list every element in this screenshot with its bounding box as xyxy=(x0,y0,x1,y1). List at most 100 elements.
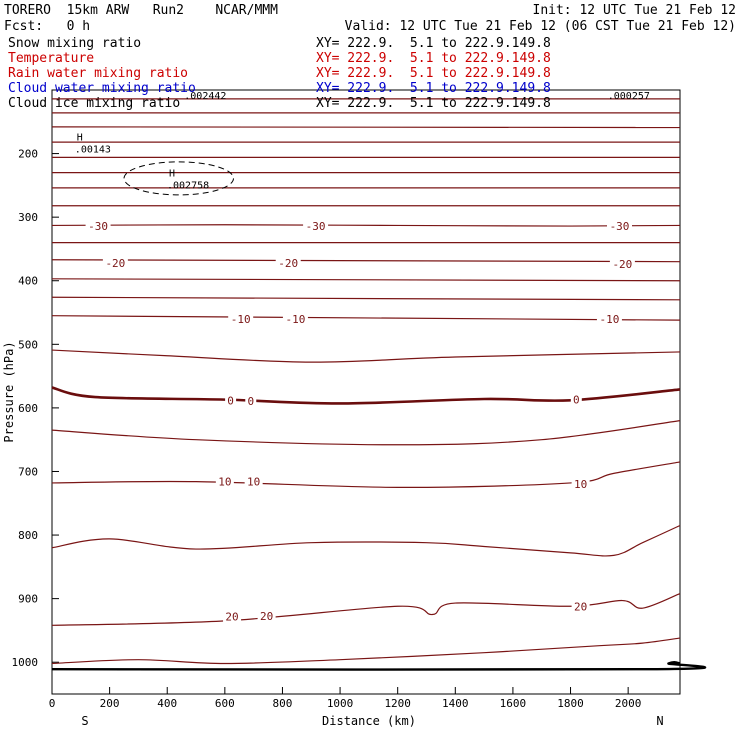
temp-contour--42 xyxy=(51,126,681,129)
contour-label-bg-16 xyxy=(257,609,276,622)
temp-contour--6 xyxy=(51,637,681,665)
contour-label-7: -10 xyxy=(285,313,305,326)
y-tick-label-500: 500 xyxy=(18,338,38,351)
legend-xy-cloud-water: XY= 222.9. 5.1 to 222.9.149.8 xyxy=(316,81,551,96)
surface-line xyxy=(51,661,707,671)
contour-label-bg-1 xyxy=(303,220,329,233)
x-tick-label-800: 800 xyxy=(273,697,293,710)
temp-contour--12 xyxy=(51,461,681,488)
temp-contour--10 xyxy=(51,524,681,557)
contour-label-12: 10 xyxy=(218,476,231,489)
x-tick-label-2000: 2000 xyxy=(615,697,642,710)
x-tick-label-200: 200 xyxy=(100,697,120,710)
y-tick-label-300: 300 xyxy=(18,211,38,224)
header-init: Init: 12 UTC Tue 21 Feb 12 xyxy=(533,3,737,18)
y-tick-label-900: 900 xyxy=(18,593,38,606)
temp-contour--30 xyxy=(51,224,681,227)
contour-label-6: -10 xyxy=(231,313,251,326)
contour-label-1: -30 xyxy=(306,220,326,233)
axes-layer: 0 200 400 600 800 1000 1200 1400 1600 1800 2000200… xyxy=(12,148,642,710)
y-axis-title: Pressure (hPa) xyxy=(2,341,16,442)
contour-label-bg-5 xyxy=(609,258,635,271)
legend-label-temperature: Temperature xyxy=(8,51,94,66)
legend-label-cloud-ice: Cloud ice mixing ratio xyxy=(8,96,180,111)
temp-contour--18 xyxy=(51,349,681,363)
extremum-mark-0: H xyxy=(77,132,83,143)
contour-lines xyxy=(51,98,707,671)
endpoint-right: N xyxy=(656,714,663,728)
contour-label-9: 0 xyxy=(227,394,234,407)
legend-label-snow: Snow mixing ratio xyxy=(8,36,141,51)
contour-label-bg-3 xyxy=(102,256,128,269)
legend-xy-snow: XY= 222.9. 5.1 to 222.9.149.8 xyxy=(316,36,551,51)
contour-label-bg-6 xyxy=(228,312,254,325)
contour-label-bg-10 xyxy=(245,394,257,407)
contour-label-bg-0 xyxy=(85,220,111,233)
contour-label-11: 0 xyxy=(573,394,580,407)
contour-label-10: 0 xyxy=(247,395,254,408)
header-fcst: Fcst: 0 h xyxy=(4,19,90,34)
endpoint-left: S xyxy=(81,714,88,728)
temp-contour--24 xyxy=(51,278,681,282)
x-tick-label-400: 400 xyxy=(157,697,177,710)
extremum-value-1: .002758 xyxy=(167,181,209,192)
x-tick-label-1600: 1600 xyxy=(500,697,527,710)
freezing-level-line xyxy=(51,386,681,405)
y-tick-label-700: 700 xyxy=(18,465,38,478)
x-tick-label-1200: 1200 xyxy=(384,697,411,710)
header-valid: Valid: 12 UTC Tue 21 Feb 12 (06 CST Tue … xyxy=(345,19,736,34)
contour-label-4: -20 xyxy=(278,257,298,270)
y-tick-label-1000: 1000 xyxy=(12,656,39,669)
x-tick-label-1800: 1800 xyxy=(557,697,584,710)
contour-label-bg-11 xyxy=(570,393,582,406)
temp-contour--20 xyxy=(51,315,681,321)
header-model: TORERO 15km ARW Run2 NCAR/MMM xyxy=(4,3,278,18)
legend-label-cloud-water: Cloud water mixing ratio xyxy=(8,81,196,96)
x-tick-label-1400: 1400 xyxy=(442,697,469,710)
contour-label-bg-4 xyxy=(275,256,301,269)
contour-label-bg-13 xyxy=(244,475,263,488)
legend: Snow mixing ratio XY= 222.9. 5.1 to 222.… xyxy=(8,36,551,111)
legend-xy-cloud-ice: XY= 222.9. 5.1 to 222.9.149.8 xyxy=(316,96,551,111)
x-axis-title: Distance (km) xyxy=(322,714,416,728)
contour-label-bg-9 xyxy=(225,394,237,407)
contour-label-8: -10 xyxy=(599,313,619,326)
extremum-value-0: .00143 xyxy=(75,144,111,155)
contour-label-15: 20 xyxy=(225,610,238,623)
plot-frame xyxy=(51,89,681,695)
y-tick-label-600: 600 xyxy=(18,402,38,415)
contour-label-bg-14 xyxy=(571,478,590,491)
contour-label-14: 10 xyxy=(574,478,587,491)
y-tick-label-200: 200 xyxy=(18,148,38,161)
legend-xy-rain: XY= 222.9. 5.1 to 222.9.149.8 xyxy=(316,66,551,81)
contour-label-bg-17 xyxy=(571,600,590,613)
contour-label-bg-2 xyxy=(607,220,633,233)
contour-label-bg-7 xyxy=(282,312,308,325)
temp-contour--22 xyxy=(51,296,681,301)
contour-label-13: 10 xyxy=(247,476,260,489)
x-tick-label-0: 0 xyxy=(49,697,56,710)
extremum-value-3: .000257 xyxy=(608,91,650,102)
contour-label-0: -30 xyxy=(88,220,108,233)
temp-contour--26 xyxy=(51,259,681,263)
temp-contour--14 xyxy=(51,420,681,446)
y-tick-label-800: 800 xyxy=(18,529,38,542)
y-tick-label-400: 400 xyxy=(18,275,38,288)
contour-label-bg-15 xyxy=(223,610,242,623)
contour-label-bg-8 xyxy=(596,312,622,325)
temp-contour--16 xyxy=(51,386,681,405)
contour-label-2: -30 xyxy=(610,220,630,233)
x-tick-label-1000: 1000 xyxy=(327,697,354,710)
contour-label-3: -20 xyxy=(105,257,125,270)
x-tick-label-600: 600 xyxy=(215,697,235,710)
contour-label-5: -20 xyxy=(612,258,632,271)
extremum-value-2: .002442 xyxy=(184,91,226,102)
extremum-mark-1: H xyxy=(169,169,175,180)
snow-mixing-ratio-contour xyxy=(123,161,234,196)
contour-label-17: 20 xyxy=(574,600,587,613)
contour-label-bg-12 xyxy=(215,475,234,488)
